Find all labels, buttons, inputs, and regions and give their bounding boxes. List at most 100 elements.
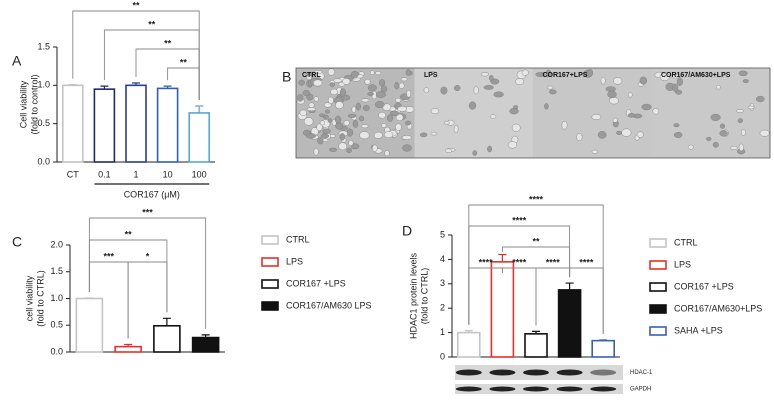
cell [759, 129, 770, 137]
cell [612, 117, 618, 123]
y-tick-label: 2 [440, 303, 445, 313]
image-caption: COR167/AM630+LPS [661, 72, 731, 79]
bar [188, 112, 210, 163]
cell [313, 79, 323, 87]
cell [339, 133, 346, 141]
error-bar [124, 343, 133, 347]
cell [402, 144, 412, 152]
legend-swatch [649, 304, 667, 314]
legend-swatch [649, 238, 667, 248]
cell [318, 113, 326, 118]
cell [616, 130, 622, 135]
y-axis-label: (fold to CTRL) [419, 268, 429, 325]
blot-band [523, 386, 549, 392]
cell [591, 149, 598, 154]
cell [535, 72, 546, 77]
significance-label: *** [142, 207, 153, 217]
bar [591, 339, 616, 358]
cell [427, 71, 437, 76]
significance-bracket [88, 217, 207, 329]
blot-band [489, 386, 516, 392]
legend-swatch [649, 260, 667, 270]
blot-label: HDAC-1 [630, 370, 653, 376]
bar [125, 84, 147, 163]
blot-band [489, 369, 516, 376]
significance-label: * [146, 251, 150, 261]
cell [384, 150, 390, 157]
cell [423, 87, 430, 94]
blot-band [590, 386, 617, 392]
cell [710, 113, 721, 121]
significance-label: ** [164, 38, 172, 48]
cell [351, 106, 357, 113]
cell [605, 86, 616, 92]
cell [350, 70, 359, 78]
legend-swatch [649, 326, 667, 336]
blot-band [590, 369, 617, 376]
cell [712, 141, 719, 148]
cell [394, 81, 399, 90]
bar [75, 297, 104, 353]
legend-label: CTRL [286, 234, 310, 244]
error-bar [464, 330, 473, 333]
cell [673, 123, 680, 128]
y-axis-label: (fold to CTRL) [35, 270, 45, 327]
cell [398, 82, 405, 89]
significance-label: ** [132, 0, 140, 10]
cell [674, 132, 683, 138]
bar [114, 345, 142, 353]
y-tick-label: 2.0 [50, 239, 63, 249]
significance-bracket [468, 225, 571, 325]
image-caption: LPS [424, 72, 438, 79]
cell [299, 109, 307, 116]
bar [93, 88, 116, 163]
cell [747, 105, 755, 110]
bar [61, 84, 84, 163]
significance-label: **** [512, 257, 527, 267]
cell [453, 125, 459, 134]
error-bar [163, 85, 172, 89]
cell [305, 133, 316, 139]
cell [306, 107, 316, 112]
cell [597, 131, 607, 139]
cell [322, 128, 331, 134]
cell [453, 85, 461, 92]
significance-label: **** [529, 194, 544, 204]
cell [298, 79, 305, 86]
y-tick-label: 5 [440, 229, 445, 239]
cell [507, 141, 518, 149]
cell [628, 92, 633, 98]
legend-label: CTRL [674, 237, 698, 247]
cell [440, 86, 448, 95]
cell [636, 131, 644, 138]
cell [613, 77, 623, 85]
y-tick-label: 0.0 [37, 156, 50, 166]
cell [339, 88, 347, 97]
cell [400, 77, 408, 82]
significance-bracket [501, 246, 571, 278]
cell [544, 103, 549, 110]
cell [546, 85, 554, 90]
cell [483, 85, 494, 90]
cell [364, 78, 371, 85]
micrograph [533, 68, 652, 158]
significance-label: ** [148, 19, 156, 29]
legend-label: COR167 +LPS [286, 278, 346, 288]
legend-label: COR167/AM630+LPS [674, 303, 762, 313]
cell [405, 120, 412, 126]
cell [313, 147, 319, 156]
cell [719, 130, 728, 137]
cell [406, 90, 412, 98]
significance-label: ** [532, 236, 540, 246]
cell [373, 131, 383, 139]
cell [419, 132, 428, 138]
cell [641, 103, 652, 111]
cell [591, 114, 602, 120]
significance-label: ** [180, 57, 188, 67]
cell [576, 133, 583, 142]
legend-swatch [649, 282, 667, 292]
image-border [295, 67, 771, 159]
panel-label: A [12, 53, 22, 69]
error-bar [599, 339, 608, 341]
